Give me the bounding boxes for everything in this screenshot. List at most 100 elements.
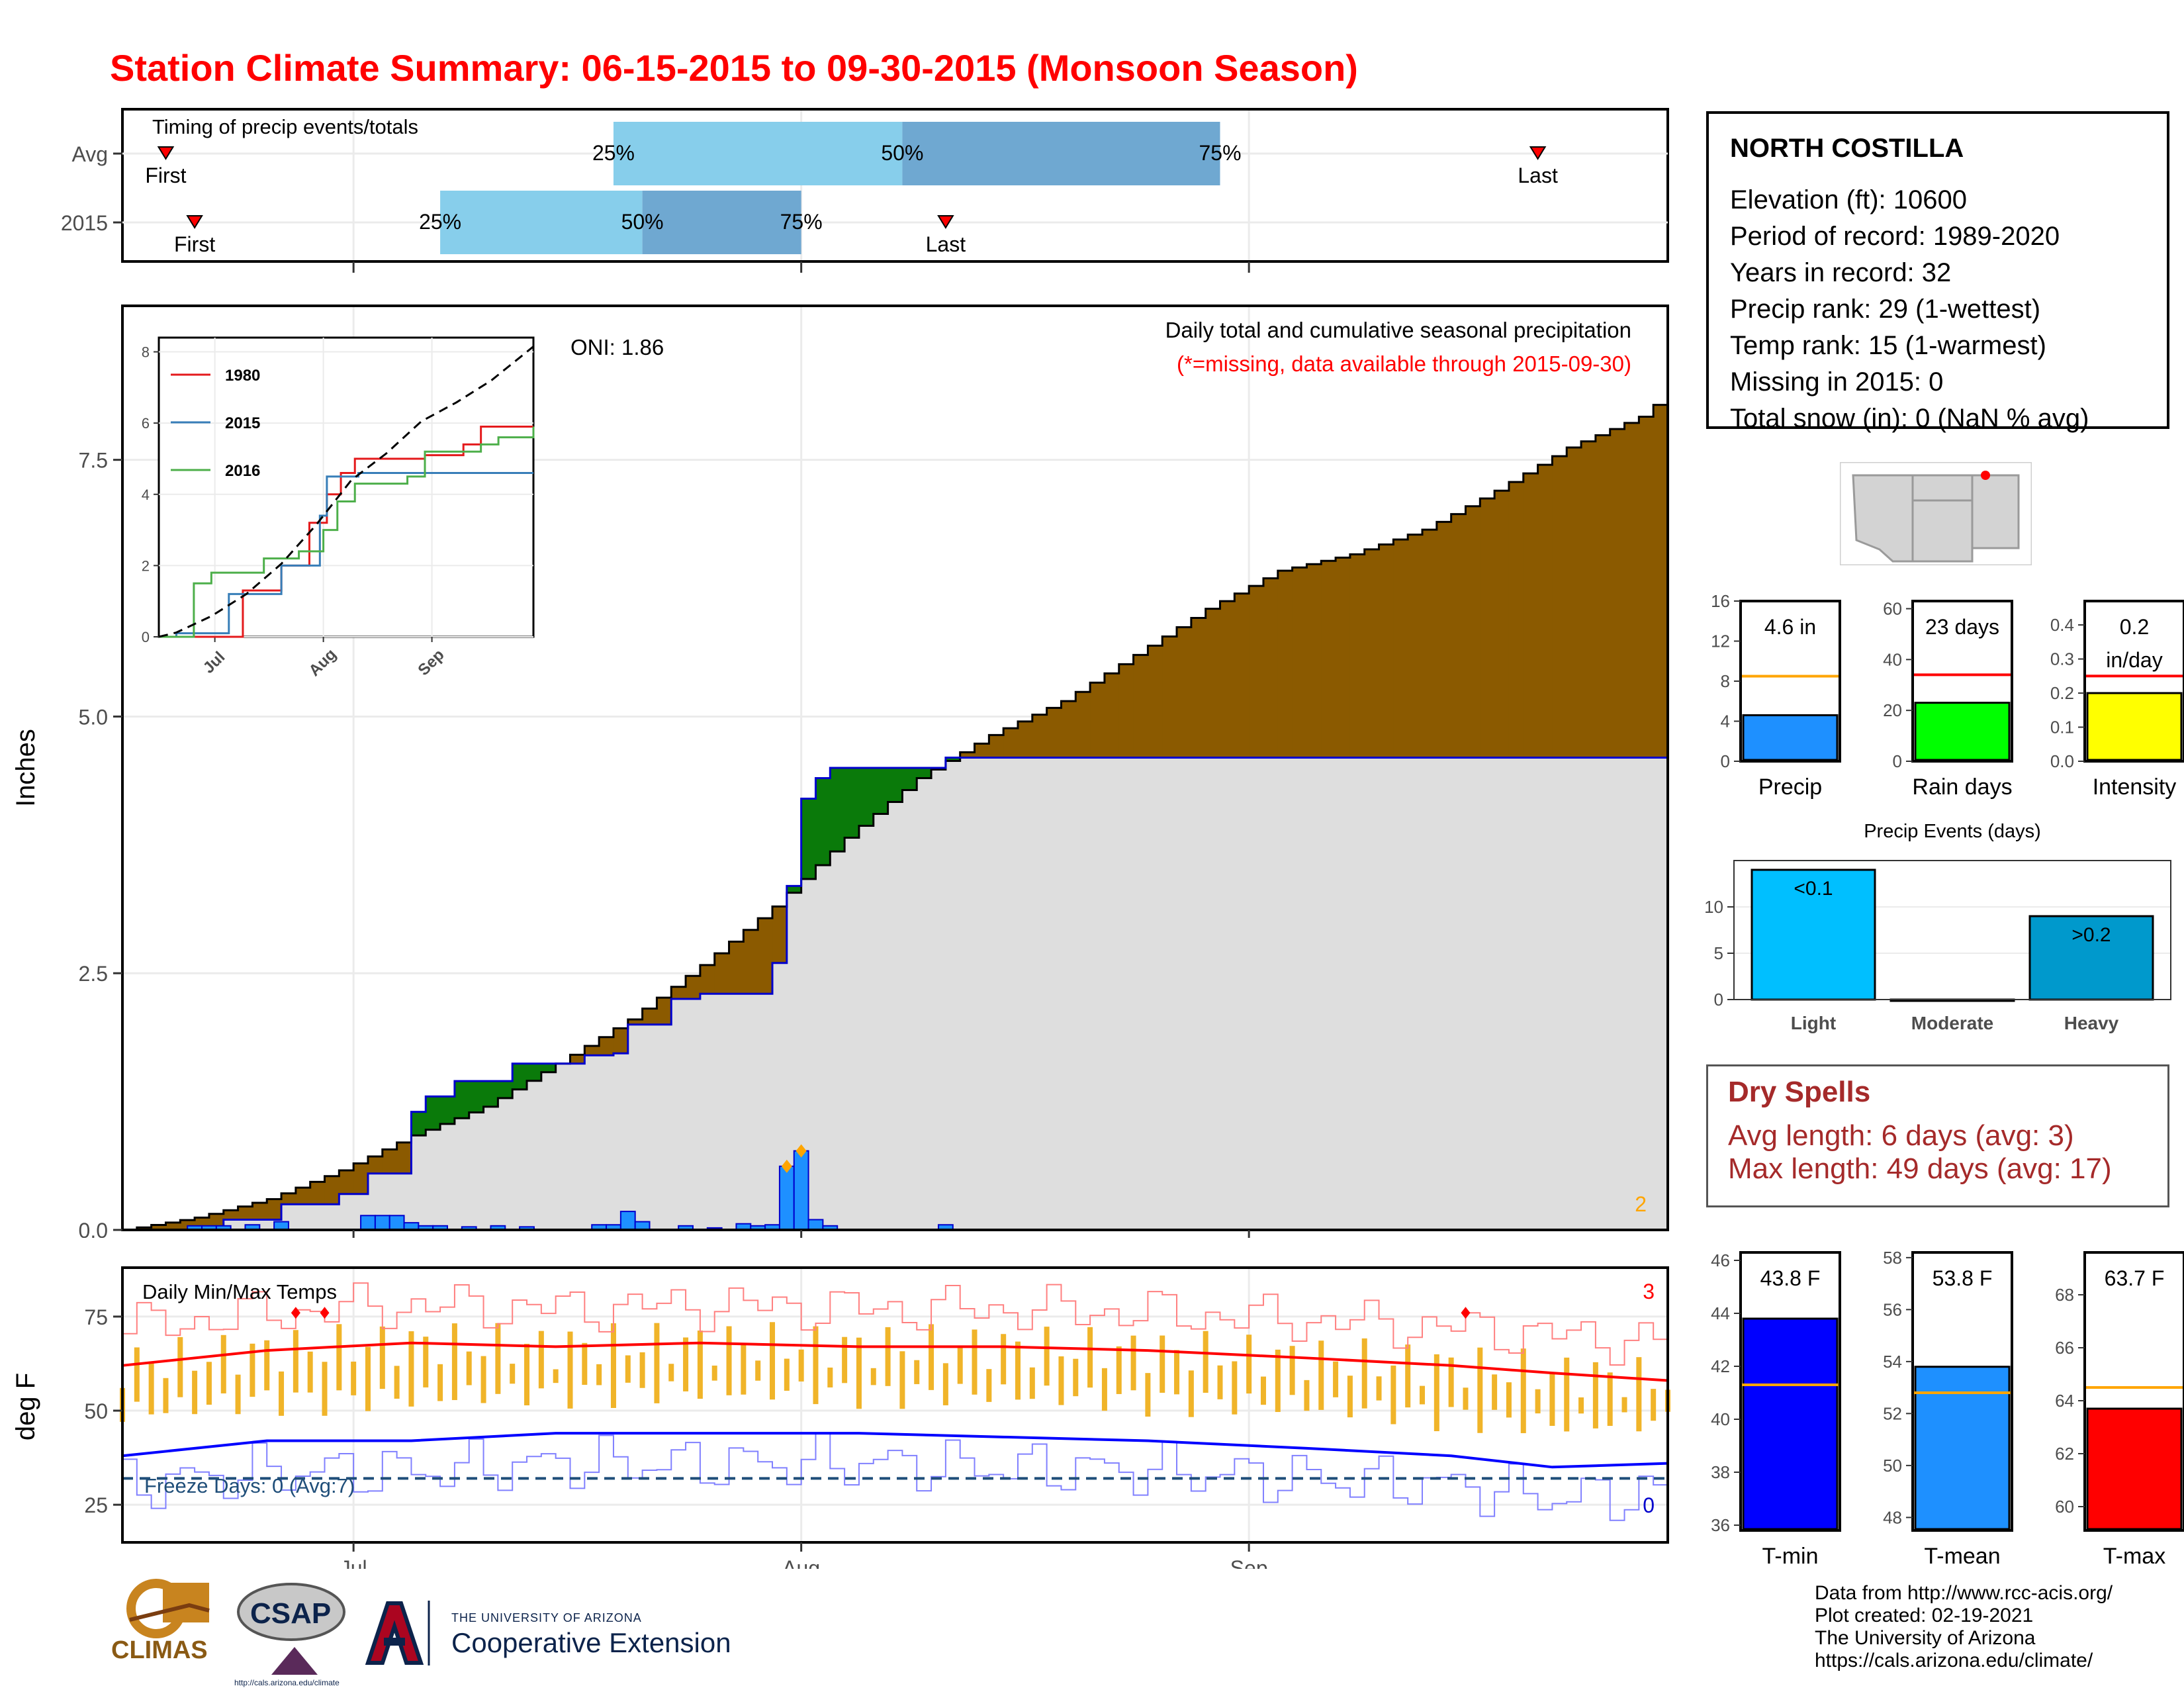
daily-temp-range-bar (1101, 1368, 1107, 1411)
temp-y-axis-label: deg F (11, 1373, 40, 1440)
daily-temp-range-bar (1246, 1335, 1252, 1394)
avg-deficit-band (527, 1063, 542, 1081)
timing-q25-label: 25% (419, 210, 461, 234)
daily-temp-range-bar (697, 1330, 703, 1399)
temp-plot-frame (121, 1266, 1669, 1544)
record-max-line (122, 1282, 1668, 1366)
avg-deficit-band (454, 1081, 470, 1119)
timing-q75-label: 75% (780, 210, 823, 234)
daily-temp-range-bar (798, 1349, 804, 1382)
summary-y-tick-label: 66 (2055, 1338, 2074, 1358)
avg-surplus-band (1220, 601, 1235, 758)
summary-y-tick-label: 46 (1711, 1250, 1730, 1270)
temp-chart-title: Daily Min/Max Temps (142, 1280, 337, 1303)
daily-temp-range-bar (813, 1326, 819, 1405)
avg-surplus-band (599, 1037, 614, 1056)
timing-box-q25-q50 (440, 191, 643, 254)
avg-deficit-band (815, 778, 831, 866)
avg-surplus-band (1321, 561, 1336, 758)
avg-surplus-band (1393, 539, 1408, 758)
avg-surplus-band (1336, 557, 1351, 758)
timing-q25-label: 25% (592, 141, 635, 165)
daily-temp-range-bar (192, 1370, 198, 1415)
summary-y-tick-label: 44 (1711, 1303, 1730, 1323)
temp-y-tick-label: 50 (84, 1399, 108, 1423)
summary-y-tick-label: 38 (1711, 1462, 1730, 1482)
events-title: Precip Events (days) (1864, 821, 2041, 842)
avg-deficit-band (541, 1063, 557, 1072)
summary-y-tick-label: 56 (1883, 1299, 1902, 1319)
temperature-summary-bars: 36 38 40 42 44 46 43.8 F T-min 48 50 52 54 56 58 53.8 … (1711, 1248, 2184, 1569)
events-x-label: Moderate (1911, 1013, 1993, 1033)
summary-value-bar (1742, 1317, 1839, 1530)
freeze-days-label: Freeze Days: 0 (Avg:7) (144, 1474, 355, 1497)
daily-temp-range-bar (1304, 1380, 1310, 1411)
summary-y-tick-label: 60 (2055, 1497, 2074, 1517)
avg-surplus-band (758, 918, 773, 994)
avg-deficit-band (483, 1081, 498, 1107)
station-location-dot (1981, 471, 1990, 480)
avg-surplus-band (1639, 416, 1654, 758)
avg-surplus-band (1205, 608, 1221, 758)
avg-surplus-band (1480, 498, 1495, 758)
avg-surplus-band (1422, 530, 1437, 758)
oni-label: ONI: 1.86 (570, 335, 664, 359)
avg-surplus-band (1624, 422, 1639, 758)
avg-surplus-band (772, 906, 788, 963)
avg-surplus-band (627, 1019, 643, 1025)
avg-deficit-band (887, 768, 903, 802)
avg-deficit-band (512, 1063, 527, 1090)
timing-first-marker (157, 146, 175, 160)
daily-temp-range-bar (1217, 1365, 1223, 1399)
daily-temp-range-bar (1347, 1376, 1353, 1418)
summary-value-label: 23 days (1925, 615, 1999, 639)
events-bar-heavy (2028, 915, 2154, 1001)
daily-temp-range-bar (654, 1323, 660, 1403)
daily-temp-range-bar (495, 1323, 501, 1394)
avg-surplus-band (1191, 618, 1206, 758)
timing-q50-label: 50% (621, 210, 664, 234)
inset-legend-label: 1980 (225, 367, 260, 385)
avg-surplus-band (1508, 482, 1524, 758)
daily-temp-range-bar (553, 1369, 559, 1383)
cooperative-extension-text: Cooperative Extension (451, 1627, 731, 1658)
credit-line-source: Data from http://www.rcc-acis.org/ (1815, 1582, 2113, 1604)
avg-surplus-band (339, 1170, 354, 1194)
inset-legend-label: 2016 (225, 462, 260, 480)
avg-surplus-band (1552, 456, 1567, 758)
avg-surplus-band (1408, 534, 1423, 758)
daily-temp-range-bar (1636, 1357, 1642, 1432)
avg-surplus-band (1581, 441, 1596, 758)
avg-deficit-band (917, 768, 932, 778)
daily-temp-range-bar (1549, 1372, 1555, 1427)
daily-temp-range-bar (134, 1347, 140, 1402)
events-x-label: Light (1791, 1013, 1836, 1033)
station-snow: Total snow (in): 0 (NaN % avg) (1730, 404, 2089, 433)
daily-precip-bar (374, 1215, 390, 1231)
summary-y-tick-label: 36 (1711, 1515, 1730, 1535)
avg-surplus-band (729, 941, 744, 994)
csap-text: CSAP (250, 1597, 331, 1630)
avg-cumulative-line (122, 393, 1669, 1231)
avg-surplus-band (310, 1182, 326, 1205)
summary-x-label: Precip (1758, 774, 1822, 800)
inset-series-2015 (159, 471, 533, 638)
avg-surplus-band (1061, 701, 1076, 758)
daily-temp-range-bar (784, 1358, 790, 1391)
avg-surplus-band (1148, 645, 1163, 758)
events-y-tick-label: 0 (1714, 990, 1723, 1009)
avg-surplus-band (1177, 627, 1192, 758)
avg-surplus-band (570, 1055, 585, 1064)
avg-deficit-band (858, 768, 874, 826)
avg-surplus-band (989, 735, 1004, 758)
daily-temp-range-bar (510, 1364, 516, 1384)
summary-y-tick-label: 62 (2055, 1444, 2074, 1464)
map-southwest-states (1852, 474, 2020, 563)
temp-y-tick-label: 75 (84, 1305, 108, 1329)
timing-last-label: Last (926, 232, 966, 256)
daily-temp-range-bar (1520, 1348, 1526, 1434)
record-min-line (122, 1432, 1668, 1521)
summary-y-tick-label: 48 (1883, 1507, 1902, 1527)
timing-first-label: First (174, 232, 215, 256)
daily-temp-range-bar (1506, 1382, 1512, 1418)
